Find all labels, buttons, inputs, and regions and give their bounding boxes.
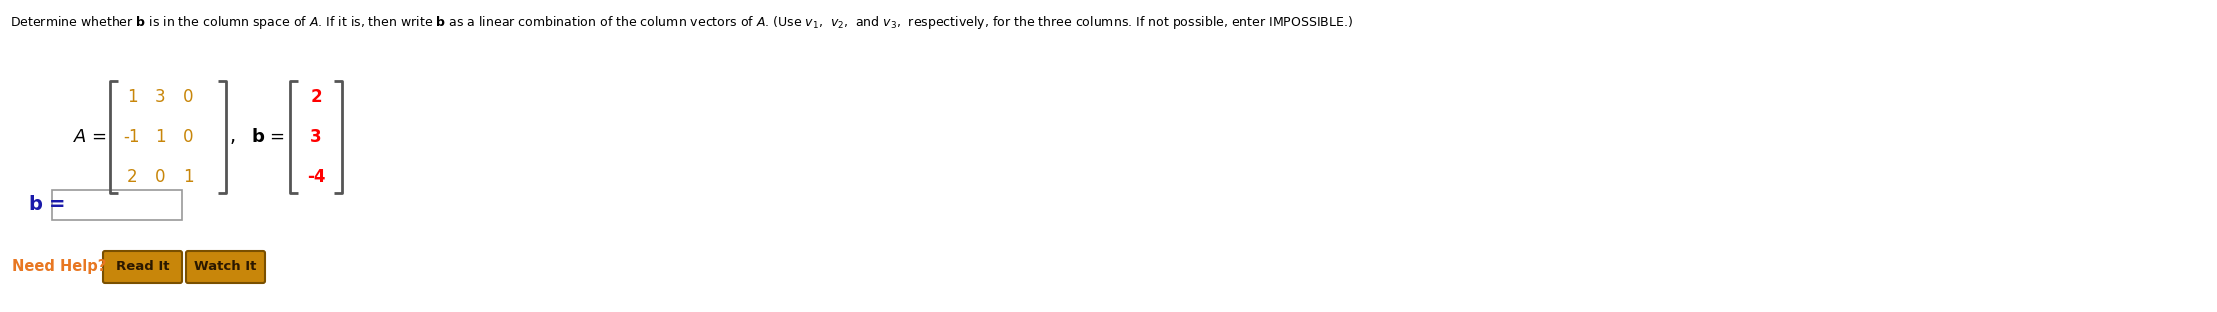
Text: 0: 0: [155, 168, 166, 186]
Text: 1: 1: [155, 128, 166, 146]
Text: -1: -1: [124, 128, 140, 146]
Text: 1: 1: [182, 168, 193, 186]
Text: 0: 0: [182, 128, 193, 146]
Text: $\mathbf{b}$ =: $\mathbf{b}$ =: [251, 128, 284, 146]
Text: 1: 1: [126, 88, 137, 106]
Text: $A$ =: $A$ =: [73, 128, 106, 146]
Text: Watch It: Watch It: [195, 261, 257, 274]
FancyBboxPatch shape: [102, 251, 182, 283]
FancyBboxPatch shape: [186, 251, 266, 283]
Bar: [51, 190, 182, 220]
Text: 3: 3: [155, 88, 166, 106]
Text: 0: 0: [182, 88, 193, 106]
Text: 2: 2: [126, 168, 137, 186]
Text: -4: -4: [306, 168, 326, 186]
Text: Read It: Read It: [115, 261, 168, 274]
Text: ,: ,: [231, 128, 237, 147]
Text: 2: 2: [310, 88, 321, 106]
Text: $\mathbf{b}$ =: $\mathbf{b}$ =: [29, 194, 64, 213]
Text: Need Help?: Need Help?: [11, 260, 106, 275]
Text: 3: 3: [310, 128, 321, 146]
Text: Determine whether $\mathbf{b}$ is in the column space of $A$. If it is, then wri: Determine whether $\mathbf{b}$ is in the…: [11, 14, 1352, 31]
